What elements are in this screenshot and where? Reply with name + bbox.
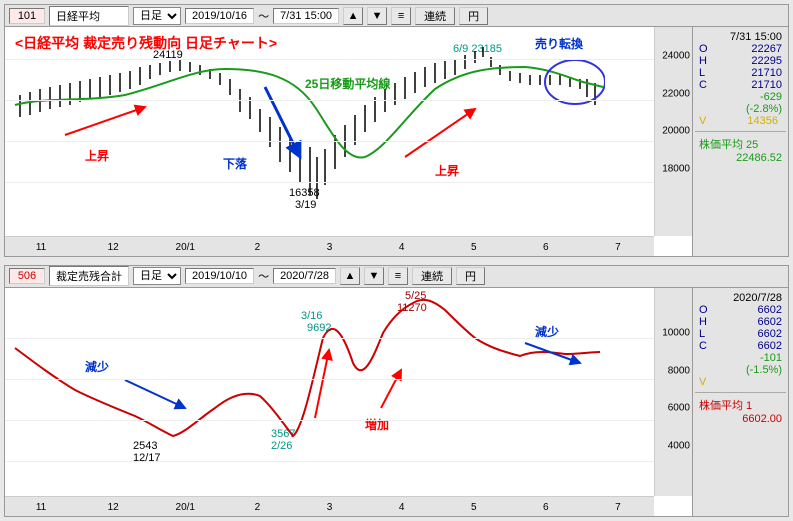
ma-row-1: 株価平均 25 bbox=[695, 136, 786, 152]
continuous-button-2[interactable]: 連続 bbox=[412, 267, 452, 285]
toolbar-1: 101 日経平均 日足 2019/10/16 〜 7/31 15:00 ▲ ▼ … bbox=[5, 5, 788, 27]
app-container: 101 日経平均 日足 2019/10/16 〜 7/31 15:00 ▲ ▼ … bbox=[0, 0, 793, 521]
date-from-2[interactable]: 2019/10/10 bbox=[185, 268, 254, 284]
close-row-2: C6602 bbox=[695, 340, 786, 352]
high-row-1: H22295 bbox=[695, 55, 786, 67]
info-panel-2: 2020/7/28 O6602 H6602 L6602 C6602 -101 (… bbox=[692, 288, 788, 517]
date-to-2[interactable]: 2020/7/28 bbox=[273, 268, 336, 284]
high-row-2: H6602 bbox=[695, 316, 786, 328]
volume-row-1: V14356 bbox=[695, 115, 786, 127]
info-panel-1: 7/31 15:00 O22267 H22295 L21710 C21710 -… bbox=[692, 27, 788, 256]
change-pct-1: (-2.8%) bbox=[695, 103, 786, 115]
chart-panel-arb: 506 裁定売残合計 日足 2019/10/10 〜 2020/7/28 ▲ ▼… bbox=[4, 265, 789, 518]
y-axis-1: 24000220002000018000 bbox=[654, 27, 692, 236]
down-button-2[interactable]: ▼ bbox=[364, 267, 384, 285]
ma-row-2: 株価平均 1 bbox=[695, 397, 786, 413]
list-button-2[interactable]: ≡ bbox=[388, 267, 408, 285]
volume-row-2: V bbox=[695, 376, 786, 388]
open-row-2: O6602 bbox=[695, 304, 786, 316]
low-row-1: L21710 bbox=[695, 67, 786, 79]
change-2: -101 bbox=[695, 352, 786, 364]
toolbar-2: 506 裁定売残合計 日足 2019/10/10 〜 2020/7/28 ▲ ▼… bbox=[5, 266, 788, 288]
date-sep-1: 〜 bbox=[258, 8, 269, 24]
yen-button-2[interactable]: 円 bbox=[456, 267, 485, 285]
code-input-2[interactable]: 506 bbox=[9, 268, 45, 284]
sep-2 bbox=[695, 392, 786, 393]
chart-body-1: <日経平均 裁定売り残動向 日足チャート> 24119 25日移動平均線 売り転… bbox=[5, 27, 788, 256]
sep-1 bbox=[695, 131, 786, 132]
x-axis-1: 111220/1234567 bbox=[5, 236, 654, 256]
list-button-1[interactable]: ≡ bbox=[391, 7, 411, 25]
down-button-1[interactable]: ▼ bbox=[367, 7, 387, 25]
low-row-2: L6602 bbox=[695, 328, 786, 340]
timeframe-select-2[interactable]: 日足 bbox=[133, 267, 181, 285]
ma-val-2: 6602.00 bbox=[695, 413, 786, 425]
timestamp-1: 7/31 15:00 bbox=[695, 31, 786, 43]
timeframe-select-1[interactable]: 日足 bbox=[133, 7, 181, 25]
yen-button-1[interactable]: 円 bbox=[459, 7, 488, 25]
plot-area-2[interactable]: 減少 増加 減少 5/25 11270 3/16 9692 2543 12/17… bbox=[5, 288, 692, 517]
chart-panel-nikkei: 101 日経平均 日足 2019/10/16 〜 7/31 15:00 ▲ ▼ … bbox=[4, 4, 789, 257]
change-1: -629 bbox=[695, 91, 786, 103]
y-axis-2: 10000800060004000 bbox=[654, 288, 692, 497]
up-button-1[interactable]: ▲ bbox=[343, 7, 363, 25]
chart-body-2: 減少 増加 減少 5/25 11270 3/16 9692 2543 12/17… bbox=[5, 288, 788, 517]
date-to-1[interactable]: 7/31 15:00 bbox=[273, 8, 339, 24]
x-axis-2: 111220/1234567 bbox=[5, 496, 654, 516]
date-sep-2: 〜 bbox=[258, 268, 269, 284]
name-display-1: 日経平均 bbox=[49, 6, 129, 26]
open-row-1: O22267 bbox=[695, 43, 786, 55]
ma-val-1: 22486.52 bbox=[695, 152, 786, 164]
plot-area-1[interactable]: <日経平均 裁定売り残動向 日足チャート> 24119 25日移動平均線 売り転… bbox=[5, 27, 692, 256]
close-row-1: C21710 bbox=[695, 79, 786, 91]
up-button-2[interactable]: ▲ bbox=[340, 267, 360, 285]
change-pct-2: (-1.5%) bbox=[695, 364, 786, 376]
date-from-1[interactable]: 2019/10/16 bbox=[185, 8, 254, 24]
continuous-button-1[interactable]: 連続 bbox=[415, 7, 455, 25]
code-input-1[interactable]: 101 bbox=[9, 8, 45, 24]
timestamp-2: 2020/7/28 bbox=[695, 292, 786, 304]
name-display-2: 裁定売残合計 bbox=[49, 266, 129, 286]
